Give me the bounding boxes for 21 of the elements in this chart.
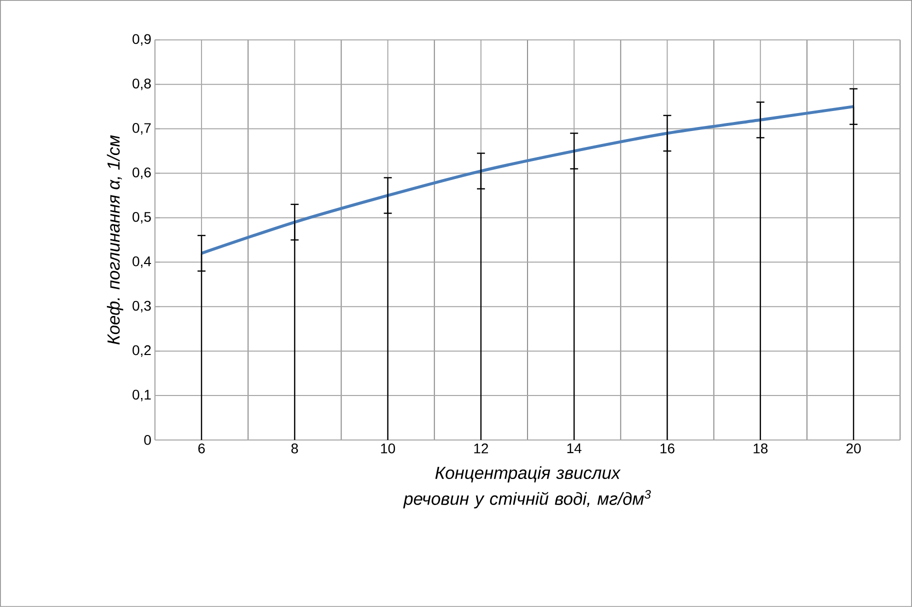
y-tick-label: 0,2 <box>132 345 151 357</box>
y-axis-title: Коеф. поглинання α, 1/см <box>106 135 124 344</box>
y-tick-label: 0,7 <box>132 123 151 135</box>
y-tick-label: 0,4 <box>132 256 152 268</box>
y-tick-label: 0,8 <box>132 78 151 90</box>
y-tick-label: 0 <box>144 435 151 445</box>
y-tick-label: 0,1 <box>132 390 151 402</box>
y-tick-label: 0,5 <box>132 212 151 224</box>
x-tick-label: 18 <box>754 444 768 454</box>
x-tick-label: 16 <box>660 444 674 454</box>
y-tick-label: 0,6 <box>132 168 151 180</box>
line-series <box>200 105 856 255</box>
x-tick-label: 10 <box>381 444 396 454</box>
x-tick-label: 8 <box>291 444 298 454</box>
x-tick-label: 12 <box>474 444 488 454</box>
x-tick-label: 6 <box>198 444 205 454</box>
y-tick-label: 0,9 <box>132 34 151 46</box>
x-axis-title: Концентрація звислих речовин у стічній воді, мг/дм$^{3}$ <box>403 466 651 508</box>
x-tick-label: 20 <box>846 444 861 454</box>
y-tick-label: 0,3 <box>132 300 151 312</box>
x-tick-label: 14 <box>567 444 582 454</box>
